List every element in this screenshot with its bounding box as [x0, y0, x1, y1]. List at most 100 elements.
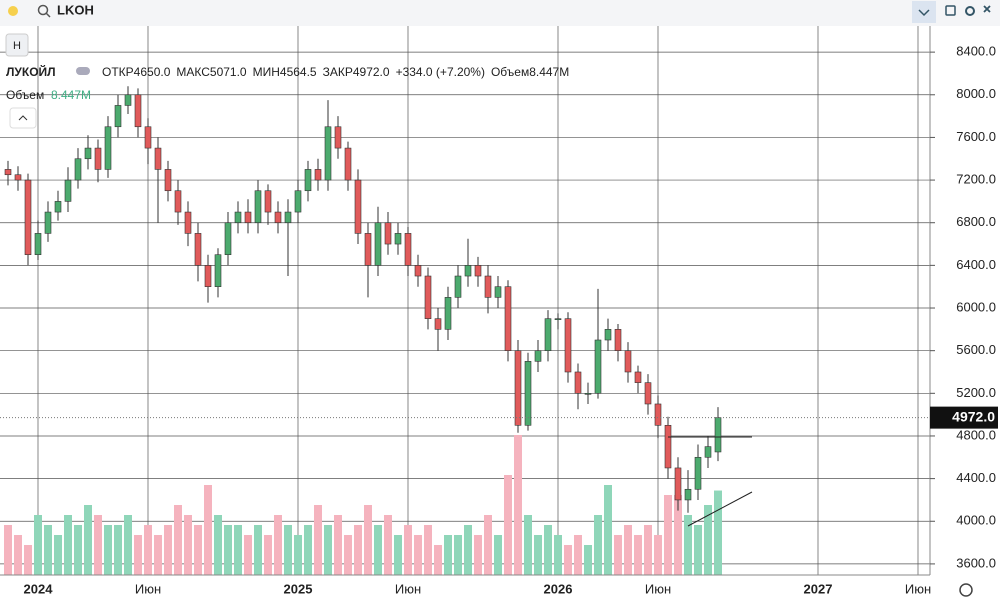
- volume-bar: [14, 535, 22, 575]
- candle-body: [144, 126, 152, 149]
- volume-bar: [24, 545, 32, 575]
- volume-bar: [384, 515, 392, 575]
- candle-body: [444, 297, 452, 330]
- volume-bar: [504, 475, 512, 575]
- candle-body: [594, 339, 602, 394]
- candle-body: [574, 371, 582, 394]
- volume-bar: [694, 525, 702, 575]
- volume-bar: [94, 515, 102, 575]
- candle-body: [344, 147, 352, 181]
- toolbar-button[interactable]: [5, 33, 29, 57]
- volume-bar: [124, 515, 132, 575]
- candle-body: [564, 318, 572, 373]
- y-tick-label: 8000.0: [956, 86, 996, 101]
- dropdown-icon: [918, 9, 930, 17]
- candle-body: [664, 425, 672, 469]
- candle-body: [274, 211, 282, 224]
- y-tick-label: 7600.0: [956, 129, 996, 144]
- candle-body: [224, 222, 232, 256]
- volume-bar: [704, 505, 712, 575]
- candle-body: [284, 211, 292, 224]
- search-text[interactable]: LKOH: [57, 2, 94, 17]
- candle-body: [264, 190, 272, 213]
- volume-bar: [444, 535, 452, 575]
- y-tick-label: 6800.0: [956, 214, 996, 229]
- volume-bar: [454, 535, 462, 575]
- volume-bar: [164, 525, 172, 575]
- volume-bar: [54, 535, 62, 575]
- candle-body: [64, 179, 72, 202]
- volume-bar: [434, 545, 442, 575]
- volume-bar: [174, 505, 182, 575]
- volume-bar: [324, 525, 332, 575]
- ticker: ЛУКОЙЛ: [6, 64, 56, 79]
- candle-body: [414, 265, 422, 277]
- candle-body: [644, 382, 652, 405]
- candle-body: [254, 190, 262, 224]
- last-price-box: [930, 406, 998, 429]
- candle-body: [624, 350, 632, 373]
- volume-bar: [4, 525, 12, 575]
- volume-bar: [284, 525, 292, 575]
- window-icon[interactable]: [945, 5, 956, 16]
- volume-bar: [184, 515, 192, 575]
- info-item: ЗАКР: [323, 65, 353, 79]
- settings-icon[interactable]: [965, 6, 975, 16]
- settings-icon[interactable]: [959, 583, 973, 597]
- volume-bar: [234, 525, 242, 575]
- toggle[interactable]: [76, 67, 90, 75]
- info-item: +334.0 (+7.20%): [396, 65, 485, 79]
- volume-bar: [344, 535, 352, 575]
- volume-bar: [394, 535, 402, 575]
- volume-bar: [294, 535, 302, 575]
- volume-bar: [484, 515, 492, 575]
- candle-body: [654, 403, 662, 426]
- candle-body: [184, 211, 192, 234]
- candle-body: [84, 147, 92, 160]
- candle-body: [544, 318, 552, 351]
- volume-bar: [134, 535, 142, 575]
- candle-body: [454, 275, 462, 298]
- x-tick-label: 2027: [804, 581, 833, 596]
- volume-bar: [224, 525, 232, 575]
- candle-body: [304, 169, 312, 192]
- candle-body: [214, 254, 222, 287]
- volume-bar: [684, 515, 692, 575]
- volume-title: Объем: [6, 88, 44, 102]
- volume-value: 8.447M: [51, 88, 91, 102]
- info-item: 4650.0: [134, 65, 171, 79]
- collapse-button[interactable]: [9, 107, 37, 129]
- volume-bar: [564, 545, 572, 575]
- dropdown[interactable]: [912, 1, 936, 23]
- candle-body: [534, 350, 542, 362]
- candle-body: [44, 211, 52, 234]
- candle-body: [104, 126, 112, 170]
- x-tick-label: Июн: [135, 581, 161, 596]
- collapse-icon: [18, 115, 28, 121]
- candle-body: [14, 174, 22, 181]
- volume-bar: [244, 535, 252, 575]
- y-tick-label: 6400.0: [956, 257, 996, 272]
- candle-body: [174, 190, 182, 213]
- y-tick-label: 8400.0: [956, 44, 996, 59]
- candle-body: [694, 456, 702, 490]
- search-icon[interactable]: [37, 4, 49, 16]
- candle-body: [674, 467, 682, 501]
- volume-bar: [84, 505, 92, 575]
- candle-body: [54, 201, 62, 213]
- volume-bar: [574, 535, 582, 575]
- volume-bar: [474, 535, 482, 575]
- volume-bar: [464, 525, 472, 575]
- close-icon[interactable]: [983, 5, 991, 13]
- volume-bar: [64, 515, 72, 575]
- candle-body: [294, 190, 302, 213]
- y-tick-label: 5200.0: [956, 385, 996, 400]
- volume-bar: [334, 515, 342, 575]
- candle-body: [494, 286, 502, 298]
- x-tick-label: Июн: [645, 581, 671, 596]
- volume-bar: [674, 495, 682, 575]
- candle-body: [524, 361, 532, 426]
- candle-body: [434, 318, 442, 330]
- volume-bar: [374, 525, 382, 575]
